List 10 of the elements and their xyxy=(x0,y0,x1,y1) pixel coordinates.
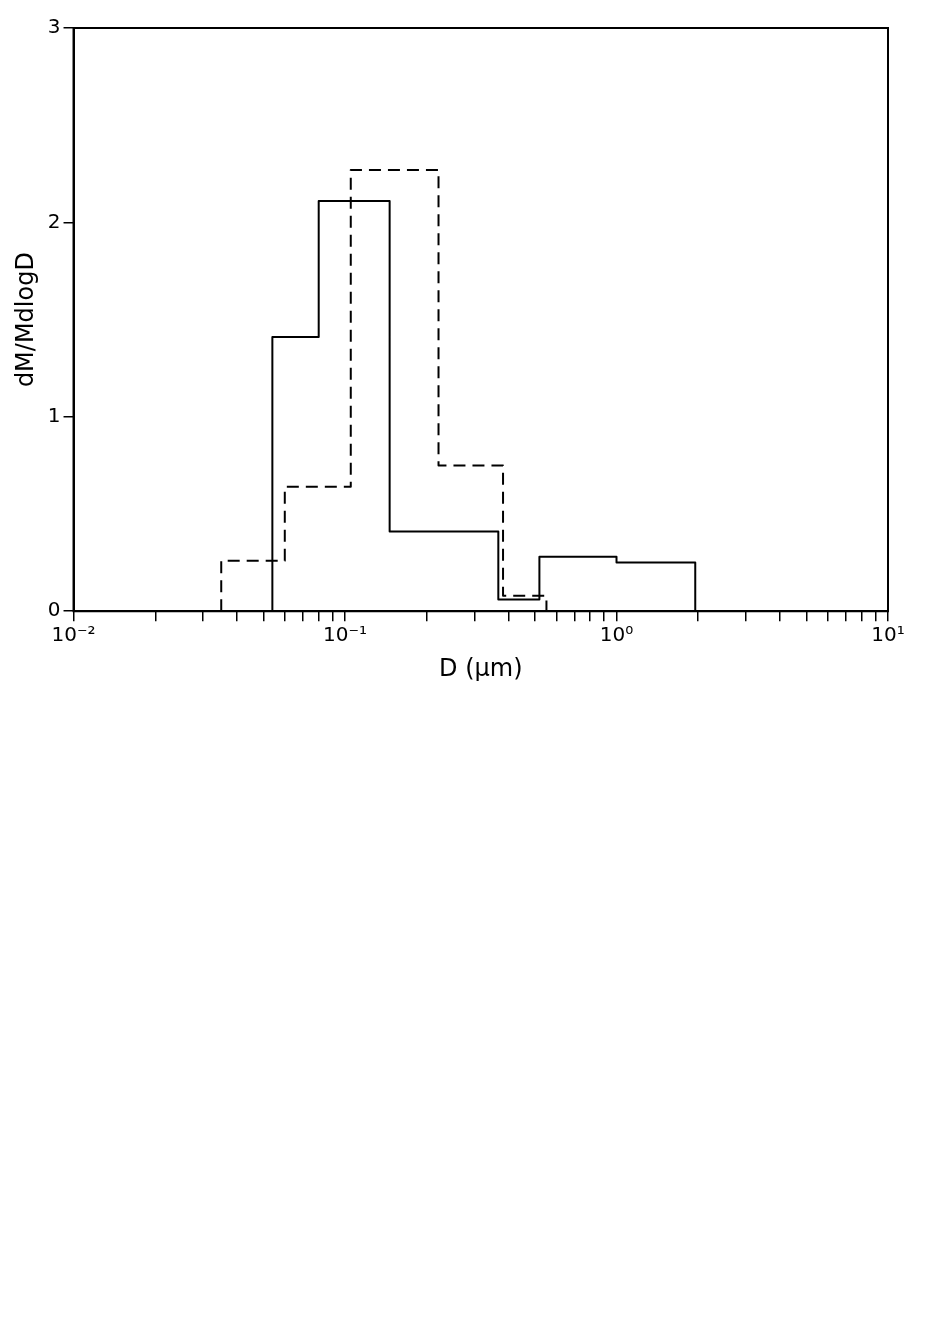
x-tick-label: 10¹ xyxy=(871,622,905,647)
x-axis-title: D (μm) xyxy=(439,653,523,682)
y-tick-label: 0 xyxy=(47,597,61,622)
x-tick-label: 10⁰ xyxy=(599,622,634,647)
x-tick-label: 10⁻¹ xyxy=(323,622,368,647)
y-tick-label: 1 xyxy=(47,403,61,427)
y-tick-label: 3 xyxy=(47,14,61,39)
x-tick-label: 10⁻² xyxy=(51,622,96,647)
y-tick-label: 2 xyxy=(47,208,61,233)
y-axis-title: dM/MdlogD xyxy=(10,252,39,388)
